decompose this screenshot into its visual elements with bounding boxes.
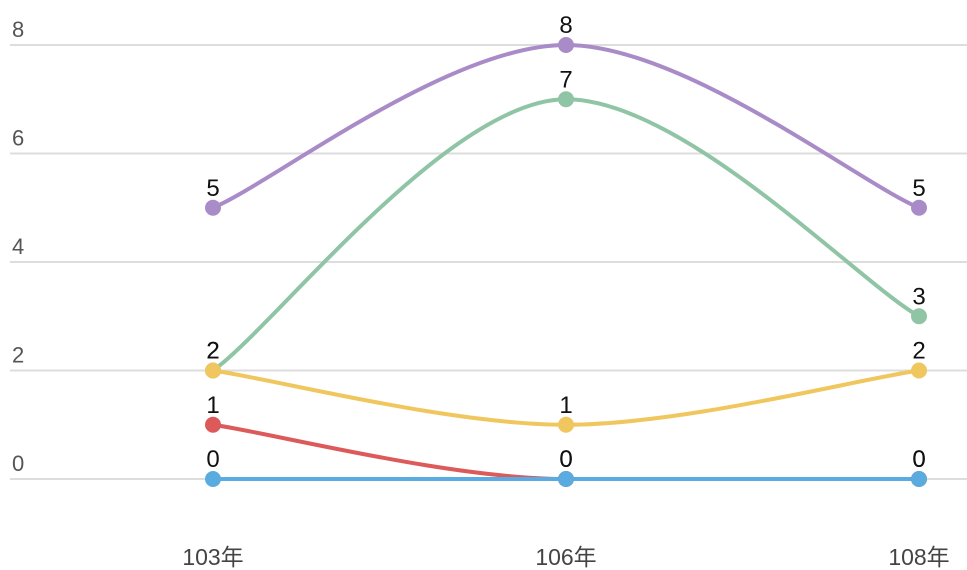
series-points — [205, 37, 927, 487]
data-label: 5 — [912, 175, 925, 202]
data-label: 2 — [206, 338, 219, 365]
data-label: 1 — [559, 392, 572, 419]
grid-lines — [10, 44, 967, 480]
data-label: 2 — [206, 338, 219, 365]
y-tick-label: 0 — [12, 451, 24, 476]
data-point[interactable] — [205, 416, 221, 433]
x-axis-ticks: 103年 106年 108年 — [182, 544, 949, 570]
data-label: 2 — [912, 338, 925, 365]
data-point[interactable] — [558, 416, 574, 433]
y-tick-label: 4 — [12, 234, 24, 259]
y-tick-label: 8 — [12, 17, 24, 42]
data-label: 3 — [912, 283, 925, 310]
x-tick-label: 103年 — [182, 544, 243, 570]
x-tick-label: 108年 — [888, 544, 949, 570]
data-point[interactable] — [911, 308, 927, 325]
data-point[interactable] — [205, 362, 221, 379]
y-axis-ticks: 0 2 4 6 8 — [12, 17, 24, 476]
data-label: 0 — [559, 446, 572, 473]
data-label: 8 — [559, 12, 572, 39]
data-point[interactable] — [911, 471, 927, 487]
data-point[interactable] — [911, 199, 927, 216]
data-label: 1 — [206, 392, 219, 419]
data-label: 0 — [559, 446, 572, 473]
data-point[interactable] — [558, 91, 574, 108]
data-label: 7 — [559, 66, 572, 93]
y-tick-label: 2 — [12, 343, 24, 368]
series-line-1 — [211, 97, 921, 373]
data-point[interactable] — [205, 471, 221, 487]
data-label: 0 — [912, 446, 925, 473]
data-label: 0 — [912, 446, 925, 473]
data-point[interactable] — [911, 362, 927, 379]
data-point[interactable] — [205, 199, 221, 216]
data-label: 5 — [206, 175, 219, 202]
data-point[interactable] — [558, 37, 574, 53]
data-point[interactable] — [558, 471, 574, 487]
x-tick-label: 106年 — [535, 544, 596, 570]
data-label: 0 — [206, 446, 219, 473]
y-tick-label: 6 — [12, 126, 24, 151]
